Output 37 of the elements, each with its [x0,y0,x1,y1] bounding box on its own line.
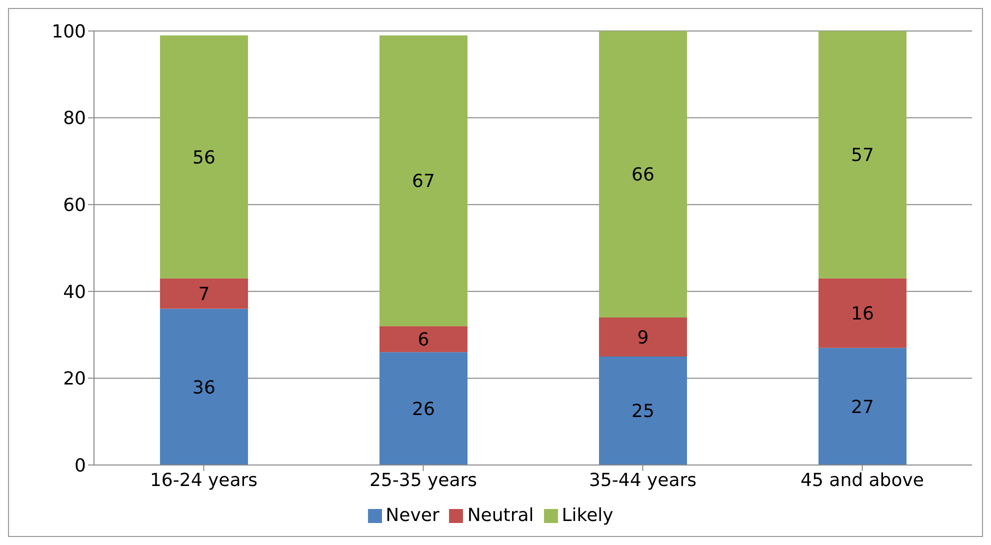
bar [818,278,906,348]
x-tick-label: 25-35 years [369,470,478,491]
x-tick-label: 16-24 years [150,470,258,491]
data-label: 26 [412,398,435,420]
y-tick-label: 60 [63,194,86,216]
bar [160,308,248,465]
bar [818,31,906,278]
data-label: 7 [198,284,210,305]
bar [380,326,468,352]
y-tick-label: 0 [74,455,86,476]
legend-label: Never [386,505,440,526]
legend-label: Likely [562,505,614,526]
bar [599,31,687,318]
x-tick-label: 45 and above [800,470,924,491]
data-label: 67 [412,171,435,192]
y-tick-label: 20 [63,368,86,390]
data-label: 36 [192,377,216,398]
bar [380,35,468,326]
y-tick-label: 40 [63,282,86,303]
bar [160,278,248,309]
bar [599,317,687,356]
data-label: 66 [632,164,654,186]
x-tick-label: 35-44 years [588,470,697,491]
y-tick-label: 100 [52,21,86,42]
bar [160,35,248,278]
data-label: 25 [632,401,654,422]
data-label: 9 [637,327,649,348]
legend-label: Neutral [467,505,534,526]
data-label: 27 [851,396,874,418]
bar [818,348,906,465]
bar [599,356,687,465]
data-label: 6 [418,330,430,351]
bar [380,352,468,465]
y-tick-label: 80 [63,108,86,130]
data-label: 16 [851,303,874,324]
data-label: 56 [192,147,216,168]
data-label: 57 [851,145,874,166]
